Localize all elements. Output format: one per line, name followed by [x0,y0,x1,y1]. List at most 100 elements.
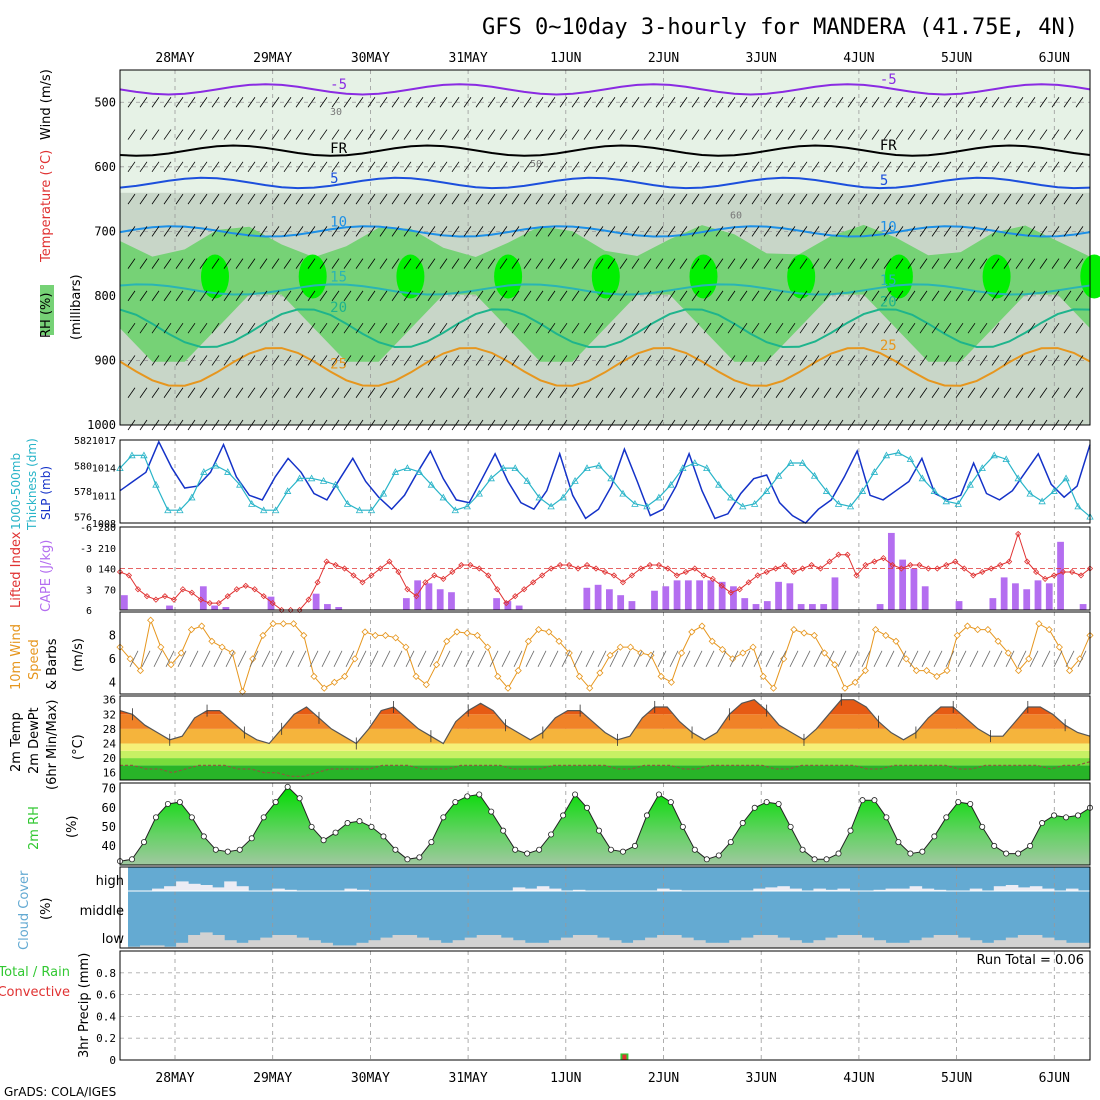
wind-barb [799,290,808,302]
cloud-high-clear [356,889,369,891]
panel6-rh-label: 2m RH [27,806,42,850]
cape-bar [121,595,128,610]
surface-wind-barb [1029,650,1039,668]
cape-bar [673,580,681,610]
wind-barb [487,258,496,269]
wind-barb [331,161,340,173]
temp-tick-label: 28 [103,723,116,736]
thickness-marker [176,506,184,514]
thickness-marker [906,455,915,463]
thickness-marker [643,502,651,510]
lifted-index-marker [619,579,627,586]
wind-barb [331,97,340,108]
wind-barb [283,97,292,108]
wind-barb [835,161,844,173]
wind-barb [547,193,556,205]
surface-wind-barb [489,650,499,668]
surface-wind-barb [429,650,439,668]
cape-tick-label: 70 [104,585,116,596]
wind-barb [127,226,136,237]
date-label-top: 6JUN [1039,51,1070,66]
wind-barb [403,258,412,269]
wind-barb [223,258,232,269]
wind-speed-marker [228,649,236,657]
cape-bar [1000,577,1008,610]
wind-barb [871,161,880,173]
wind-speed-marker [514,667,522,675]
wind-barb [499,355,508,366]
wind-barb [967,322,976,334]
wind-barb [763,290,772,302]
wind-barb [403,290,412,302]
wind-speed-marker [1055,643,1063,651]
rh-band-saturated [396,254,425,299]
cape-bar [809,604,816,610]
date-label-top: 28MAY [155,51,194,66]
credit-label: GrADS: COLA/IGES [4,1085,116,1099]
wind-barb [607,258,616,269]
cloud-high-clear [536,886,550,891]
wind-barb [331,258,340,269]
wind-barb [919,129,928,140]
wind-barb [823,387,832,398]
cloud-low-bar [584,935,598,948]
wind-barb [223,129,232,140]
wind-barb [907,129,916,140]
lifted-index-marker [979,568,986,576]
isotherm-label: -5 [330,77,347,93]
wind-barb [199,290,208,302]
wind-barb [151,161,160,173]
wind-barb [247,322,256,334]
wind-barb [1063,387,1072,398]
wind-barb [607,161,616,173]
lifted-index-marker [206,600,213,607]
wind-barb [775,322,784,334]
wind-barb [415,97,424,108]
wind-speed-marker [902,655,910,663]
wind-speed-marker [1025,655,1033,663]
panel8-precip-axis-label: 3hr Precip (mm) [77,953,92,1058]
wind-barb [415,161,424,173]
wind-barb [1003,161,1012,173]
wind-barb [283,161,292,173]
wind-barb [979,258,988,269]
wind-barb [955,290,964,302]
lifted-index-marker [889,561,896,569]
wind-barb [379,322,388,334]
surface-wind-barb [585,650,595,668]
wind-barb [151,290,160,302]
wind-speed-marker [984,626,992,634]
wind-barb [343,226,352,237]
lifted-index-marker [179,586,186,593]
thickness-marker [128,451,136,459]
thickness-marker [307,474,316,482]
panel-frame [119,866,1091,949]
wind-barb [859,193,868,205]
wind-barb [295,161,304,173]
wind-barb [427,97,436,108]
wind-barb [355,258,364,269]
wind-barb [799,322,808,334]
wind-barb [475,290,484,302]
wind-barb [895,258,904,269]
wind-barb [427,290,436,302]
rh-contour-label: 30 [330,107,342,118]
wind-barb [907,258,916,269]
isotherm-line [119,144,1091,157]
lifted-index-marker [583,561,591,569]
wind-barb [151,97,160,108]
wind-barb [379,387,388,398]
thickness-marker [703,464,711,471]
wind-barb [139,129,148,140]
wind-barb [895,129,904,140]
wind-barb [487,290,496,302]
lifted-index-marker [862,561,869,569]
wind-barb [703,193,712,205]
wind-barb [559,97,568,108]
wind-barb [535,129,544,140]
wind-barb [511,387,520,398]
wind-barb [811,387,820,398]
cape-bar [628,601,636,610]
temperature-band [120,743,1090,751]
wind-speed-marker [759,672,767,680]
